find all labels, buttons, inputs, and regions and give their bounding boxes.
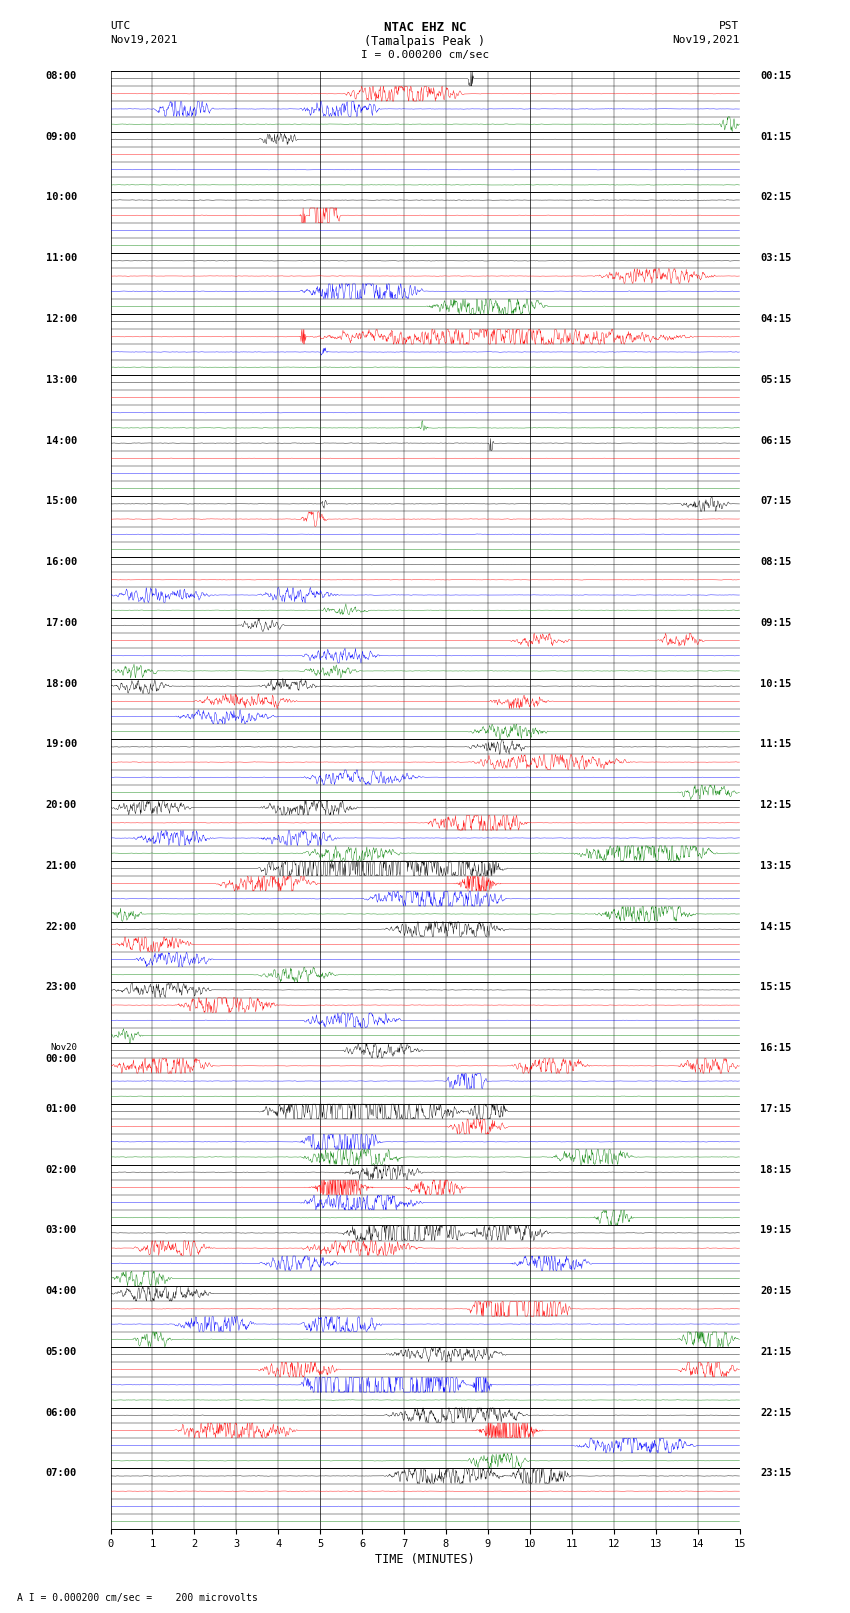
- Text: 22:15: 22:15: [761, 1408, 791, 1418]
- Text: Nov19,2021: Nov19,2021: [672, 35, 740, 45]
- Text: 06:15: 06:15: [761, 436, 791, 445]
- Text: 18:15: 18:15: [761, 1165, 791, 1174]
- Text: 16:15: 16:15: [761, 1044, 791, 1053]
- Text: 06:00: 06:00: [46, 1408, 77, 1418]
- Text: 14:00: 14:00: [46, 436, 77, 445]
- Text: 03:15: 03:15: [761, 253, 791, 263]
- Text: NTAC EHZ NC: NTAC EHZ NC: [383, 21, 467, 34]
- Text: 08:15: 08:15: [761, 556, 791, 568]
- Text: 00:00: 00:00: [46, 1053, 77, 1065]
- Text: 16:00: 16:00: [46, 556, 77, 568]
- Text: 21:00: 21:00: [46, 861, 77, 871]
- Text: 12:15: 12:15: [761, 800, 791, 810]
- Text: 23:15: 23:15: [761, 1468, 791, 1479]
- Text: 04:15: 04:15: [761, 315, 791, 324]
- Text: 20:00: 20:00: [46, 800, 77, 810]
- Text: UTC: UTC: [110, 21, 131, 31]
- Text: 23:00: 23:00: [46, 982, 77, 992]
- Text: 11:15: 11:15: [761, 739, 791, 750]
- Text: Nov19,2021: Nov19,2021: [110, 35, 178, 45]
- Text: 10:15: 10:15: [761, 679, 791, 689]
- Text: 04:00: 04:00: [46, 1286, 77, 1297]
- Text: 09:00: 09:00: [46, 132, 77, 142]
- Text: A I = 0.000200 cm/sec =    200 microvolts: A I = 0.000200 cm/sec = 200 microvolts: [17, 1594, 258, 1603]
- Text: (Tamalpais Peak ): (Tamalpais Peak ): [365, 35, 485, 48]
- Text: 11:00: 11:00: [46, 253, 77, 263]
- Text: 09:15: 09:15: [761, 618, 791, 627]
- Text: 14:15: 14:15: [761, 921, 791, 932]
- Text: 15:00: 15:00: [46, 497, 77, 506]
- Text: 15:15: 15:15: [761, 982, 791, 992]
- Text: 13:15: 13:15: [761, 861, 791, 871]
- Text: 12:00: 12:00: [46, 315, 77, 324]
- Text: 05:00: 05:00: [46, 1347, 77, 1357]
- Text: Nov20: Nov20: [50, 1044, 77, 1052]
- Text: 00:15: 00:15: [761, 71, 791, 81]
- Text: 07:15: 07:15: [761, 497, 791, 506]
- Text: 21:15: 21:15: [761, 1347, 791, 1357]
- Text: 02:15: 02:15: [761, 192, 791, 203]
- Text: 02:00: 02:00: [46, 1165, 77, 1174]
- Text: 13:00: 13:00: [46, 374, 77, 386]
- Text: 10:00: 10:00: [46, 192, 77, 203]
- Text: 17:00: 17:00: [46, 618, 77, 627]
- Text: 20:15: 20:15: [761, 1286, 791, 1297]
- Text: 05:15: 05:15: [761, 374, 791, 386]
- Text: 08:00: 08:00: [46, 71, 77, 81]
- Text: 18:00: 18:00: [46, 679, 77, 689]
- Text: 07:00: 07:00: [46, 1468, 77, 1479]
- Text: 17:15: 17:15: [761, 1103, 791, 1115]
- Text: 03:00: 03:00: [46, 1226, 77, 1236]
- Text: 01:15: 01:15: [761, 132, 791, 142]
- Text: I = 0.000200 cm/sec: I = 0.000200 cm/sec: [361, 50, 489, 60]
- Text: 19:00: 19:00: [46, 739, 77, 750]
- Text: 22:00: 22:00: [46, 921, 77, 932]
- Text: 19:15: 19:15: [761, 1226, 791, 1236]
- X-axis label: TIME (MINUTES): TIME (MINUTES): [375, 1553, 475, 1566]
- Text: 01:00: 01:00: [46, 1103, 77, 1115]
- Text: PST: PST: [719, 21, 740, 31]
